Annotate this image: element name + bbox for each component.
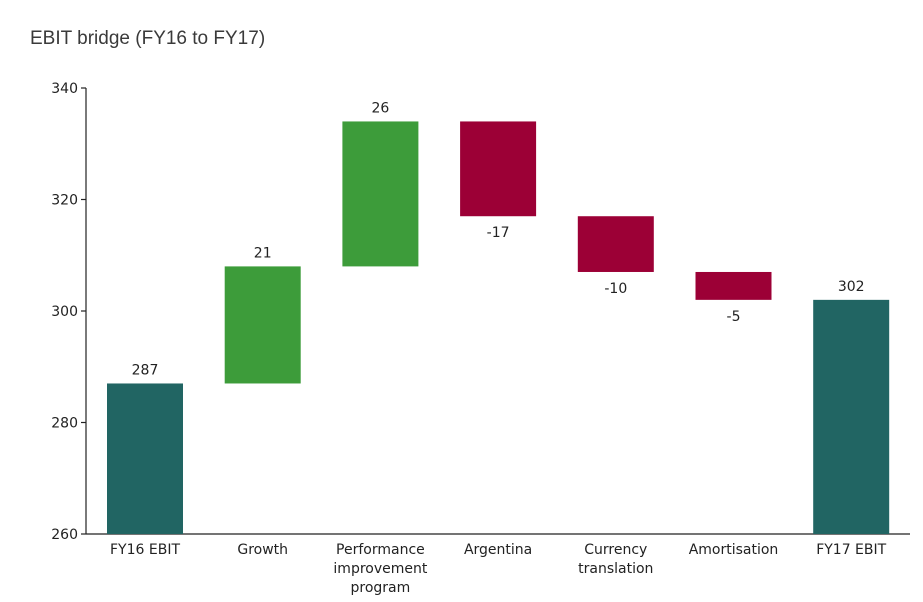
category-label: FY17 EBIT [816,542,886,558]
category-labels: FY16 EBIT Growth Performance improvement pro… [110,542,887,596]
bar-total [813,299,890,534]
category-label: Amortisation [689,542,779,558]
category-label: FY16 EBIT [110,542,180,558]
category-label: Growth [237,542,288,558]
data-labels: 287 21 26 -17 -10 -5 302 [132,100,865,378]
bar-decrease [577,216,654,272]
axes: 260 280 300 320 340 [51,81,910,543]
category-label: program [351,580,411,596]
data-label: 21 [254,245,272,261]
y-tick-label: 280 [51,416,78,432]
bar-decrease [695,271,772,300]
data-label: 302 [838,279,865,295]
bar-decrease [460,121,537,217]
y-tick-label: 260 [51,527,78,543]
data-label: 26 [371,100,389,116]
category-label: improvement [333,561,427,577]
bar-increase [342,121,419,267]
y-tick-label: 320 [51,193,78,209]
category-label: Currency [584,542,647,558]
chart-title: EBIT bridge (FY16 to FY17) [30,28,266,49]
bars [107,121,890,534]
y-tick-label: 300 [51,304,78,320]
data-label: -17 [487,225,510,241]
category-label: Argentina [464,542,532,558]
y-tick-label: 340 [51,81,78,97]
data-label: -5 [727,309,741,325]
category-label: Performance [336,542,425,558]
data-label: 287 [132,362,159,378]
data-label: -10 [604,281,627,297]
category-label: translation [578,561,653,577]
bar-increase [224,266,301,384]
bar-total [107,383,183,534]
